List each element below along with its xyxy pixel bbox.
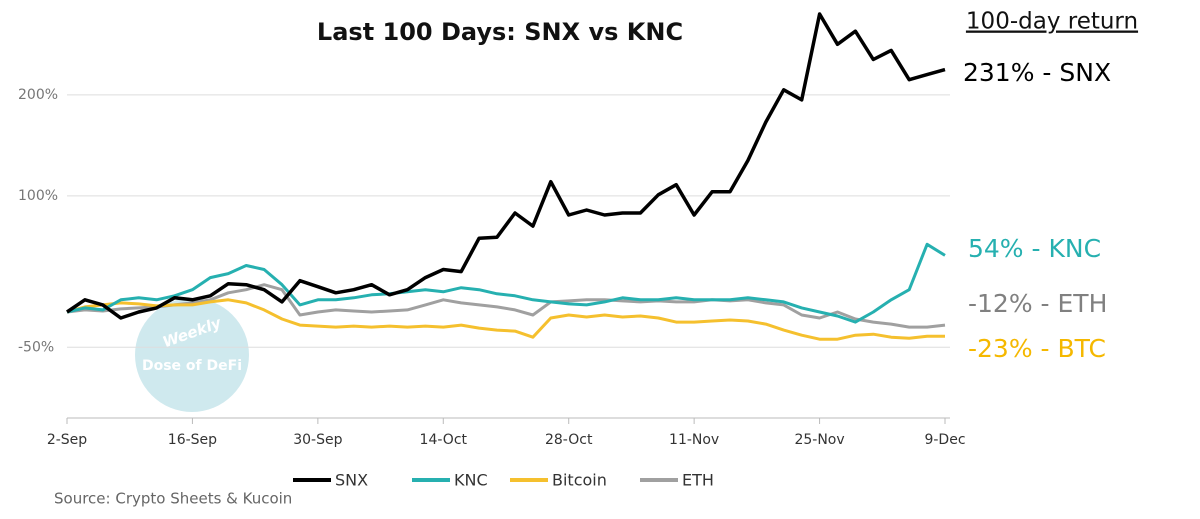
legend-label: KNC (454, 471, 488, 490)
legend-label: Bitcoin (552, 471, 607, 490)
x-tick-label: 16-Sep (168, 432, 217, 448)
x-tick-label: 28-Oct (545, 432, 593, 448)
return-label: -12% - ETH (968, 289, 1107, 318)
series-line (66, 283, 946, 329)
series-line (66, 298, 945, 341)
watermark-circle (135, 298, 249, 412)
return-label: -23% - BTC (968, 334, 1106, 363)
x-tick-label: 25-Nov (794, 432, 844, 448)
chart-title: Last 100 Days: SNX vs KNC (317, 18, 683, 46)
return-label: 231% - SNX (963, 58, 1111, 87)
y-tick-label: 100% (18, 188, 58, 204)
return-label: 54% - KNC (968, 234, 1101, 263)
x-tick-label: 2-Sep (47, 432, 87, 448)
source: Source: Crypto Sheets & Kucoin (54, 490, 292, 508)
x-tick-label: 14-Oct (420, 432, 468, 448)
x-tick-label: 30-Sep (293, 432, 342, 448)
legend-label: SNX (335, 471, 368, 490)
y-tick-label: 200% (18, 87, 58, 103)
return-header: 100-day return (966, 9, 1138, 35)
legend-label: ETH (682, 471, 714, 490)
series-line (66, 242, 946, 324)
x-tick-label: 11-Nov (669, 432, 719, 448)
y-tick-label: -50% (18, 339, 54, 355)
series-line (66, 12, 946, 320)
watermark-text: Dose of DeFi (142, 358, 242, 374)
x-tick-label: 9-Dec (924, 432, 965, 448)
